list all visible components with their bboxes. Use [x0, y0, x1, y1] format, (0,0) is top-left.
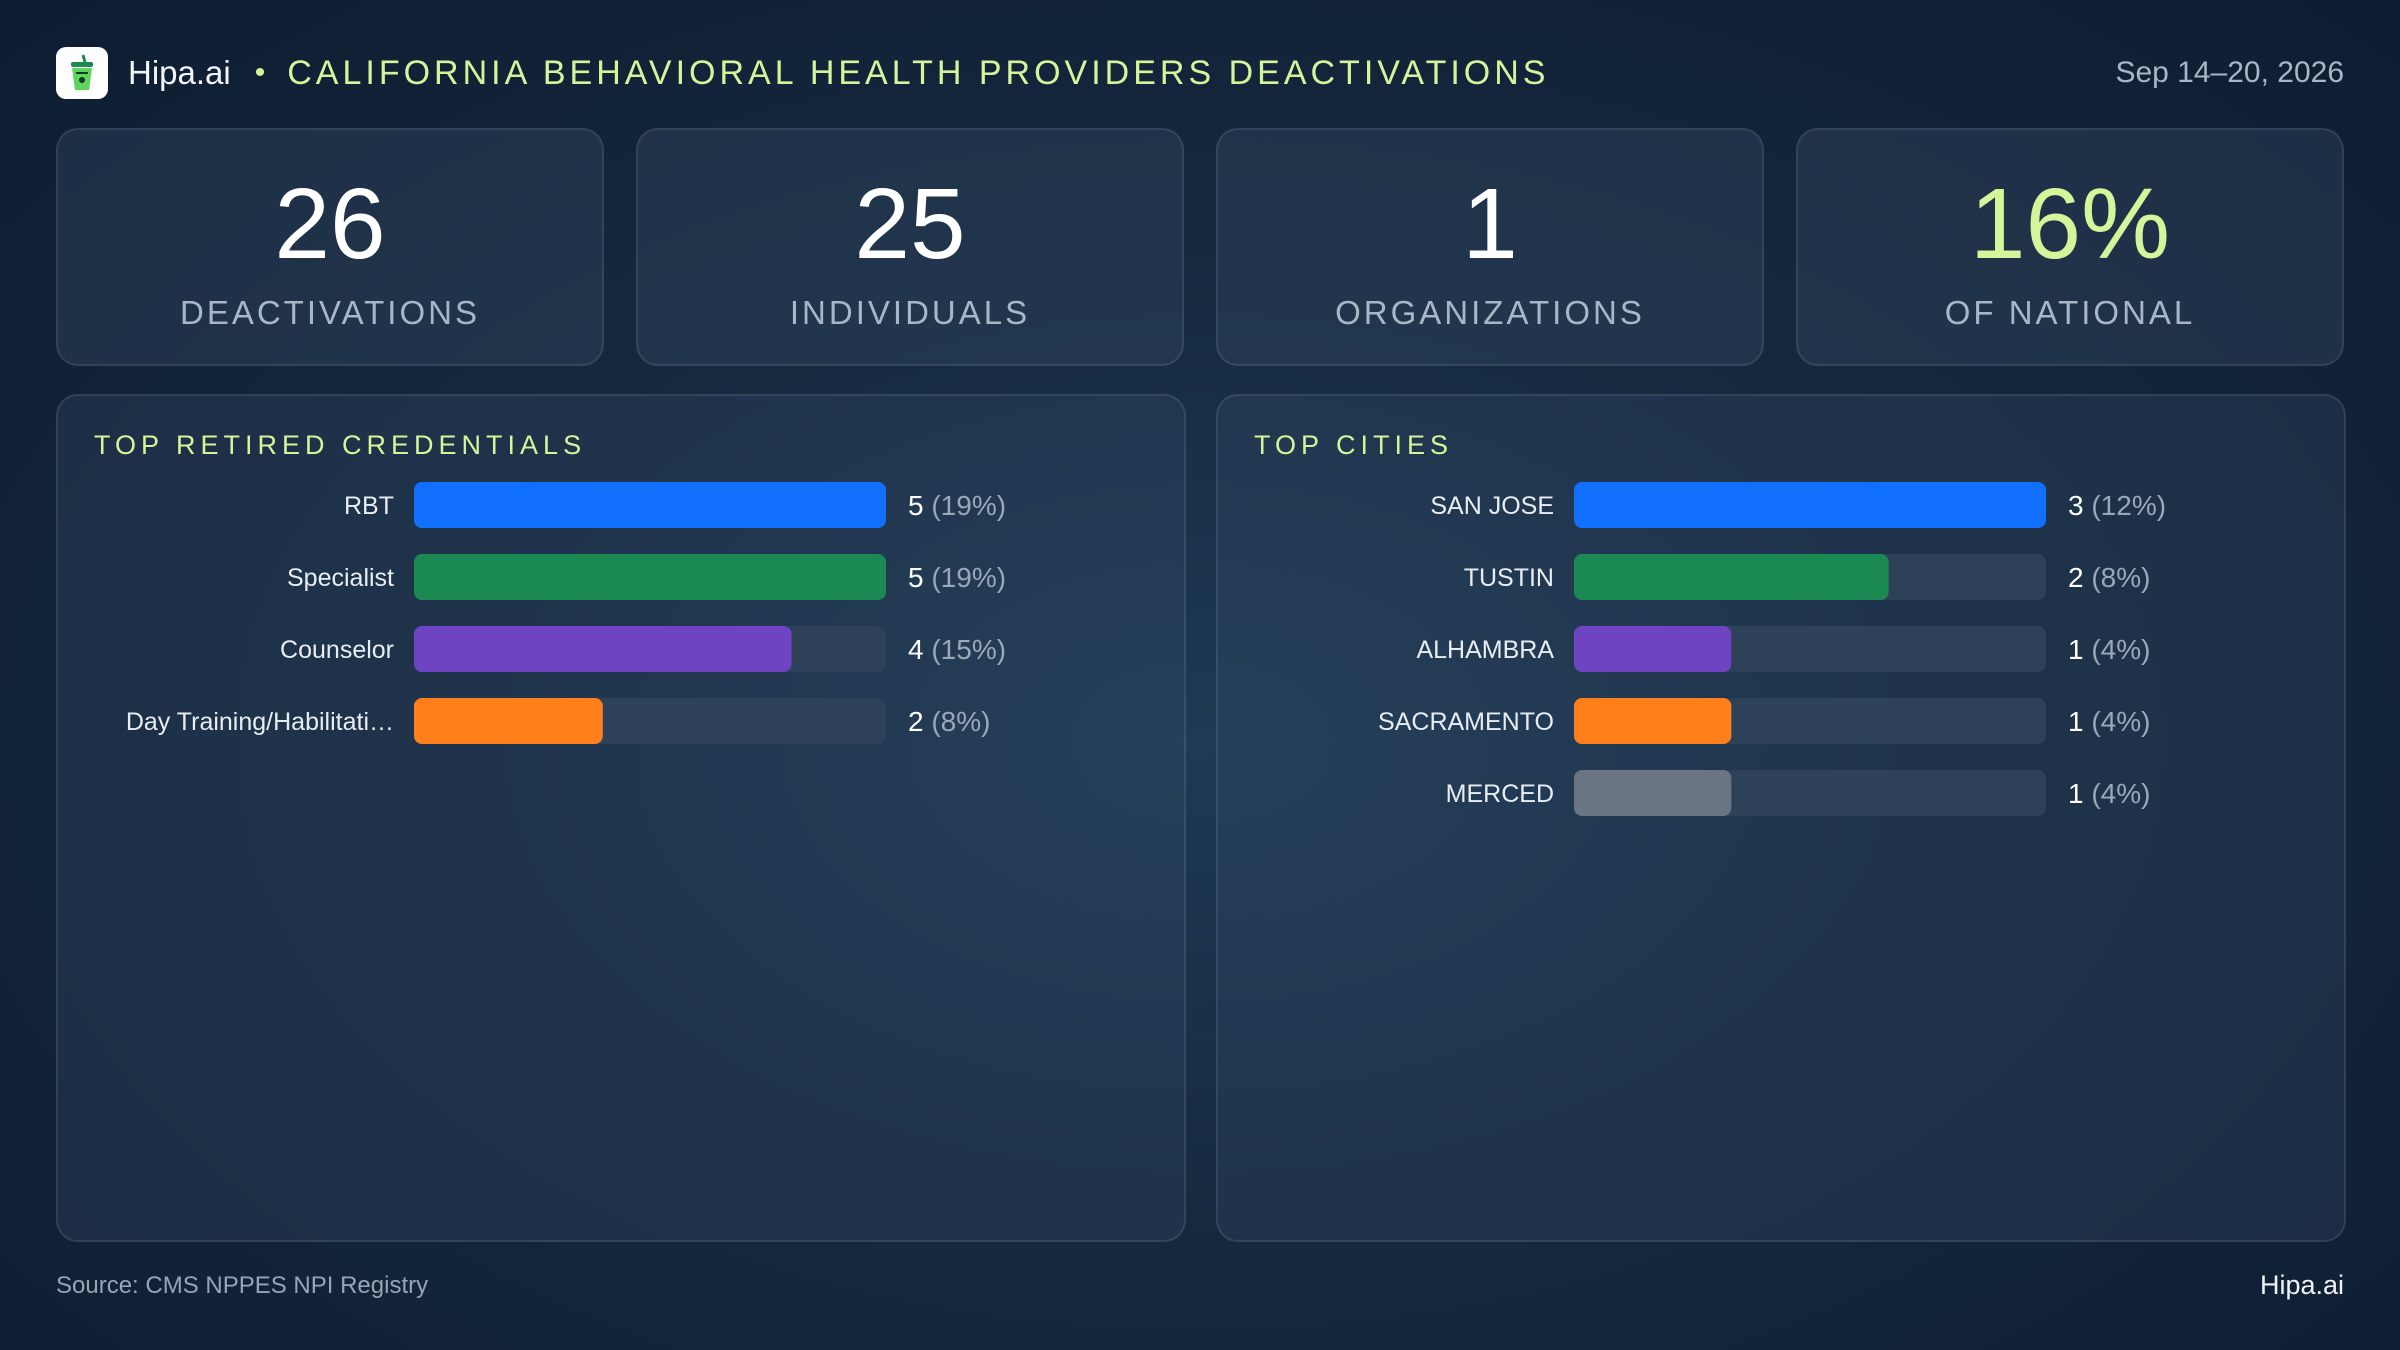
bar	[414, 554, 886, 600]
kpi-label: OF NATIONAL	[1944, 294, 2196, 331]
cup-logo-icon	[56, 47, 108, 99]
bar-value-label: 2 (8%)	[908, 706, 990, 737]
bar-percent: (19%)	[924, 562, 1006, 593]
cities-panel: TOP CITIES SAN JOSE 3 (12%) TUSTIN 2 (8%) AL…	[1216, 394, 2346, 1242]
bar	[414, 626, 792, 672]
bar	[1574, 554, 1889, 600]
bar	[1574, 626, 1732, 672]
bar-value-label: 1 (4%)	[2068, 634, 2150, 665]
cities-bar-chart: SAN JOSE 3 (12%) TUSTIN 2 (8%) ALHAMBRA 1 (4%…	[1378, 482, 2166, 816]
source-note: Source: CMS NPPES NPI Registry	[56, 1272, 429, 1299]
bar-percent: (15%)	[924, 634, 1006, 665]
brand-name: Hipa.ai	[128, 54, 231, 91]
bar-percent: (8%)	[924, 706, 991, 737]
bar	[1574, 770, 1732, 816]
kpi-value: 25	[854, 168, 966, 280]
kpi-card-national-share: 16% OF NATIONAL	[1796, 128, 2344, 366]
page-title: CALIFORNIA BEHAVIORAL HEALTH PROVIDERS D…	[287, 53, 1550, 92]
kpi-value: 1	[1462, 168, 1518, 280]
bar-count: 2	[908, 706, 924, 737]
kpi-value: 16%	[1969, 168, 2171, 280]
bar-count: 1	[2068, 634, 2084, 665]
title-separator: •	[254, 56, 266, 89]
bar-value-label: 5 (19%)	[908, 562, 1006, 593]
bar-value-label: 1 (4%)	[2068, 706, 2150, 737]
bar	[1574, 482, 2046, 528]
bar-category-label: SACRAMENTO	[1378, 708, 1554, 736]
bar-count: 2	[2068, 562, 2084, 593]
bar-value-label: 3 (12%)	[2068, 490, 2166, 521]
bar-count: 5	[908, 490, 924, 521]
bar-count: 5	[908, 562, 924, 593]
bar-value-label: 2 (8%)	[2068, 562, 2150, 593]
bar-value-label: 5 (19%)	[908, 490, 1006, 521]
bar-value-label: 4 (15%)	[908, 634, 1006, 665]
bar-percent: (8%)	[2084, 562, 2151, 593]
bar-count: 1	[2068, 706, 2084, 737]
credentials-panel: TOP RETIRED CREDENTIALS RBT 5 (19%) Specia…	[56, 394, 1186, 1242]
footer-brand: Hipa.ai	[2259, 1270, 2344, 1300]
kpi-card-organizations: 1 ORGANIZATIONS	[1216, 128, 1764, 366]
kpi-card-deactivations: 26 DEACTIVATIONS	[56, 128, 604, 366]
bar-value-label: 1 (4%)	[2068, 778, 2150, 809]
bar-count: 4	[908, 634, 924, 665]
bar	[414, 698, 603, 744]
bar-category-label: MERCED	[1446, 780, 1554, 808]
bar-count: 1	[2068, 778, 2084, 809]
bar	[414, 482, 886, 528]
kpi-value: 26	[274, 168, 386, 280]
kpi-label: DEACTIVATIONS	[180, 294, 480, 331]
bar-category-label: Day Training/Habilitati…	[126, 708, 394, 736]
kpi-label: ORGANIZATIONS	[1335, 294, 1645, 331]
panel-title: TOP CITIES	[1254, 430, 1454, 460]
bar-count: 3	[2068, 490, 2084, 521]
credentials-bar-chart: RBT 5 (19%) Specialist 5 (19%) Counselor 4 (1…	[126, 482, 1006, 744]
bar-percent: (4%)	[2084, 634, 2151, 665]
bar	[1574, 698, 1732, 744]
bar-percent: (4%)	[2084, 706, 2151, 737]
bar-category-label: ALHAMBRA	[1416, 636, 1554, 664]
bar-percent: (19%)	[924, 490, 1006, 521]
panel-title: TOP RETIRED CREDENTIALS	[94, 430, 587, 460]
bar-category-label: Counselor	[280, 636, 394, 664]
kpi-row: 26 DEACTIVATIONS 25 INDIVIDUALS 1 ORGANI…	[56, 128, 2344, 366]
date-range: Sep 14–20, 2026	[2115, 56, 2344, 89]
bar-percent: (4%)	[2084, 778, 2151, 809]
bar-percent: (12%)	[2084, 490, 2166, 521]
kpi-card-individuals: 25 INDIVIDUALS	[636, 128, 1184, 366]
bar-category-label: SAN JOSE	[1430, 492, 1554, 520]
bar-category-label: Specialist	[287, 564, 394, 592]
header: Hipa.ai • CALIFORNIA BEHAVIORAL HEALTH P…	[56, 46, 2344, 100]
kpi-label: INDIVIDUALS	[789, 294, 1031, 331]
bar-category-label: RBT	[344, 492, 394, 520]
bar-category-label: TUSTIN	[1464, 564, 1554, 592]
